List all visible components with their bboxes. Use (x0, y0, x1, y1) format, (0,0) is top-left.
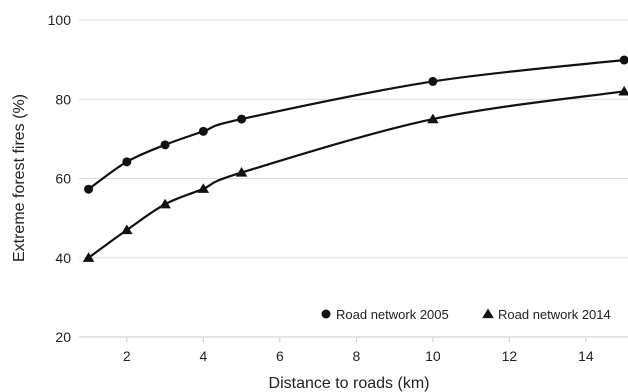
data-point-road-network-2005-x15 (619, 55, 628, 65)
data-point-road-network-2014-x15 (618, 85, 628, 96)
x-tick-label-6: 6 (276, 348, 284, 364)
series-line-road-network-2014 (87, 90, 625, 259)
legend: Road network 2005 Road network 2014 (321, 307, 611, 322)
data-point-road-network-2014-x2 (121, 224, 133, 235)
data-point-road-network-2005-x5 (237, 114, 247, 124)
series-group (82, 55, 628, 262)
data-point-road-network-2014-x5 (235, 167, 248, 177)
y-axis-title: Extreme forest fires (%) (11, 94, 28, 262)
legend-marker-road-network-2014 (482, 308, 494, 319)
data-point-road-network-2005-x10 (428, 76, 438, 86)
y-tick-label-60: 60 (55, 171, 71, 187)
data-point-road-network-2005-x2 (122, 157, 132, 167)
grid-lines (79, 19, 628, 259)
x-axis-title: Distance to roads (km) (269, 375, 430, 392)
x-tick-label-12: 12 (502, 348, 518, 364)
y-axis-ticks: 20 40 60 80 100 (48, 12, 72, 345)
x-tick-label-14: 14 (578, 348, 594, 364)
x-axis-ticks: 2 4 6 8 10 12 14 (123, 337, 594, 364)
y-tick-label-80: 80 (55, 91, 71, 107)
y-tick-label-20: 20 (55, 329, 71, 345)
data-point-road-network-2014-x1 (82, 252, 95, 262)
x-tick-label-8: 8 (352, 348, 360, 364)
x-tick-label-4: 4 (199, 348, 207, 364)
data-point-road-network-2005-x4 (198, 126, 208, 136)
data-point-road-network-2014-x4 (197, 183, 210, 193)
data-point-road-network-2005-x3 (160, 140, 170, 150)
series-line-road-network-2005 (87, 58, 625, 191)
data-point-road-network-2005-x1 (84, 184, 94, 194)
y-tick-label-100: 100 (48, 12, 72, 28)
y-tick-label-40: 40 (55, 250, 71, 266)
legend-marker-road-network-2005 (321, 309, 331, 319)
x-tick-label-2: 2 (123, 348, 131, 364)
data-point-road-network-2014-x10 (427, 113, 439, 124)
legend-label-road-network-2005: Road network 2005 (336, 307, 449, 322)
x-tick-label-10: 10 (425, 348, 441, 364)
data-point-road-network-2014-x3 (159, 198, 171, 209)
legend-label-road-network-2014: Road network 2014 (498, 307, 611, 322)
